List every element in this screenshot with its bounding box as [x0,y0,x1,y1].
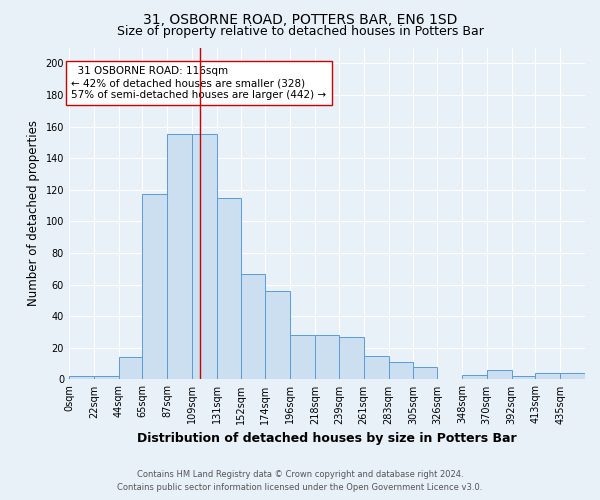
Bar [512,376,535,380]
Bar [192,134,217,380]
Bar [535,373,560,380]
Bar [413,367,437,380]
X-axis label: Distribution of detached houses by size in Potters Bar: Distribution of detached houses by size … [137,432,517,445]
Bar [94,376,119,380]
Bar [167,134,192,380]
Text: 31 OSBORNE ROAD: 116sqm
← 42% of detached houses are smaller (328)
57% of semi-d: 31 OSBORNE ROAD: 116sqm ← 42% of detache… [71,66,326,100]
Bar [290,335,315,380]
Y-axis label: Number of detached properties: Number of detached properties [27,120,40,306]
Text: Contains HM Land Registry data © Crown copyright and database right 2024.
Contai: Contains HM Land Registry data © Crown c… [118,470,482,492]
Bar [339,337,364,380]
Bar [364,356,389,380]
Text: Size of property relative to detached houses in Potters Bar: Size of property relative to detached ho… [116,25,484,38]
Bar [315,335,339,380]
Bar [389,362,413,380]
Bar [265,291,290,380]
Bar [217,198,241,380]
Bar [69,376,94,380]
Bar [487,370,512,380]
Bar [119,358,142,380]
Text: 31, OSBORNE ROAD, POTTERS BAR, EN6 1SD: 31, OSBORNE ROAD, POTTERS BAR, EN6 1SD [143,12,457,26]
Bar [560,373,585,380]
Bar [462,374,487,380]
Bar [241,274,265,380]
Bar [142,194,167,380]
